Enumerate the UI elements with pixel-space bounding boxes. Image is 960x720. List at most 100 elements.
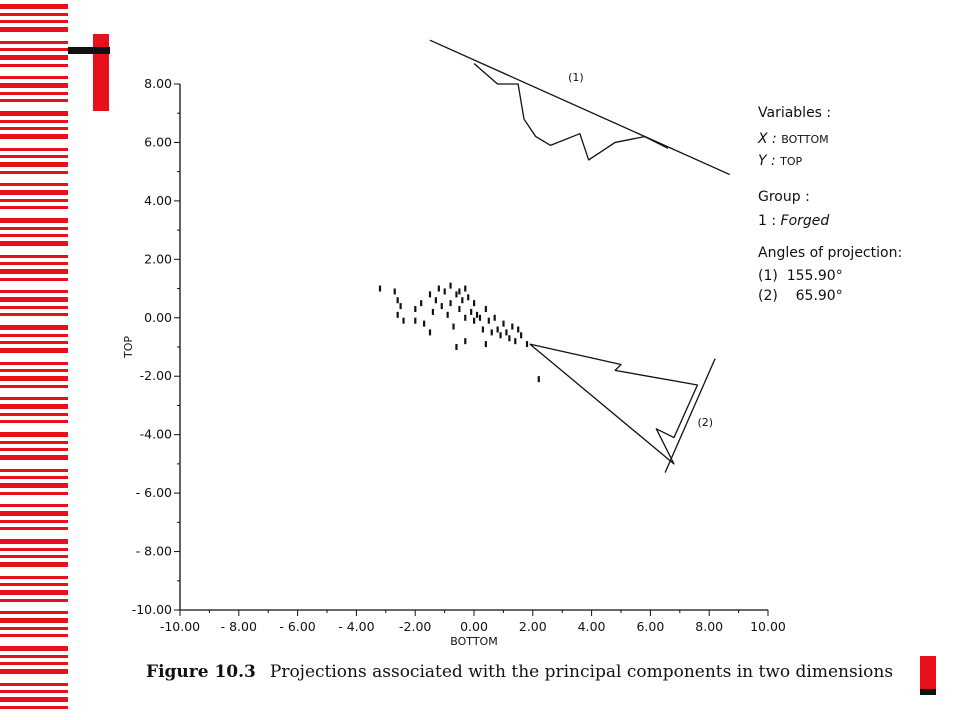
legend-variables-title: Variables : [758,105,831,121]
data-point [493,314,496,321]
data-point [490,329,493,336]
stripe-line [0,492,68,495]
stripe-line [0,48,68,51]
data-point [396,297,399,304]
data-point [399,303,402,310]
stripe-line [0,369,68,372]
stripe-line [0,669,68,674]
projection-1-profile [473,63,669,161]
decorative-red-block-top [93,34,109,111]
data-point [420,300,423,307]
x-tick-label: -2.00 [399,619,431,634]
figure-caption: Figure 10.3 Projections associated with t… [146,662,906,682]
stripe-line [0,527,68,530]
y-tick-label: -4.00 [140,427,172,442]
x-tick-label: 6.00 [636,619,664,634]
stripe-line [0,476,68,479]
data-point [446,311,449,318]
x-tick-label: 4.00 [578,619,606,634]
stripe-line [0,655,68,658]
stripe-line [0,218,68,223]
x-tick-label: - 6.00 [279,619,315,634]
stripe-line [0,683,68,686]
y-tick-label: - 6.00 [136,485,172,500]
y-tick-label: 0.00 [144,310,172,325]
decorative-dark-bar-top [68,47,110,54]
stripe-line [0,134,68,139]
stripe-line [0,41,68,44]
stripe-line [0,92,68,95]
x-tick-label: 8.00 [695,619,723,634]
stripe-line [0,227,68,230]
data-point [487,317,490,324]
data-point [461,297,464,304]
data-point [458,288,461,295]
stripe-line [0,20,68,23]
stripe-line [0,385,68,388]
stripe-line [0,313,68,316]
y-tick-label: 4.00 [144,193,172,208]
stripe-line [0,706,68,709]
y-tick-label: 6.00 [144,134,172,149]
data-point [402,317,405,324]
stripe-line [0,183,68,186]
y-axis-label: TOP [122,336,135,359]
decorative-stripe-bar [0,4,68,709]
stripe-line [0,590,68,595]
stripe-line [0,290,68,293]
data-point [537,376,540,383]
x-tick-label: 2.00 [519,619,547,634]
stripe-line [0,55,68,60]
stripe-line [0,520,68,523]
stripe-line [0,199,68,202]
stripe-line [0,83,68,88]
decorative-red-block-bottom [920,656,936,690]
data-point [467,294,470,301]
data-point [449,300,452,307]
data-point [520,332,523,339]
data-point [449,282,452,289]
data-point [514,338,517,345]
stripe-line [0,413,68,416]
data-point [378,285,382,292]
stripe-line [0,420,68,423]
stripe-line [0,4,68,9]
stripe-line [0,348,68,353]
stripe-line [0,111,68,116]
legend-angles-title: Angles of projection: [758,245,902,261]
stripe-line [0,362,68,365]
data-point [428,291,432,298]
data-point [414,306,417,313]
data-point [473,300,476,307]
y-tick-label: -2.00 [140,368,172,383]
stripe-line [0,376,68,381]
data-point [455,344,458,350]
legend-angle-1: (1) 155.90° [758,268,843,284]
y-tick-label: - 8.00 [136,544,172,559]
stripe-line [0,627,68,630]
x-tick-label: -10.00 [160,619,200,634]
data-point [464,285,467,292]
stripe-line [0,469,68,472]
data-point [423,320,426,327]
data-point [525,341,529,348]
data-point [475,311,479,318]
y-tick-label: 8.00 [144,76,172,91]
data-point [414,317,417,324]
stripe-line [0,341,68,344]
stripe-line [0,448,68,451]
stripe-line [0,234,68,237]
data-point [481,326,485,333]
stripe-line [0,255,68,258]
data-marks-group [378,39,731,473]
data-point [396,311,399,318]
stripe-line [0,127,68,130]
data-point [440,303,443,310]
stripe-line [0,99,68,102]
stripe-line [0,455,68,460]
data-point [511,323,514,330]
legend-block: Variables : X : BOTTOM Y : TOP Group : 1… [757,105,902,304]
projection-2-label: (2) [697,416,713,429]
stripe-line [0,13,68,16]
